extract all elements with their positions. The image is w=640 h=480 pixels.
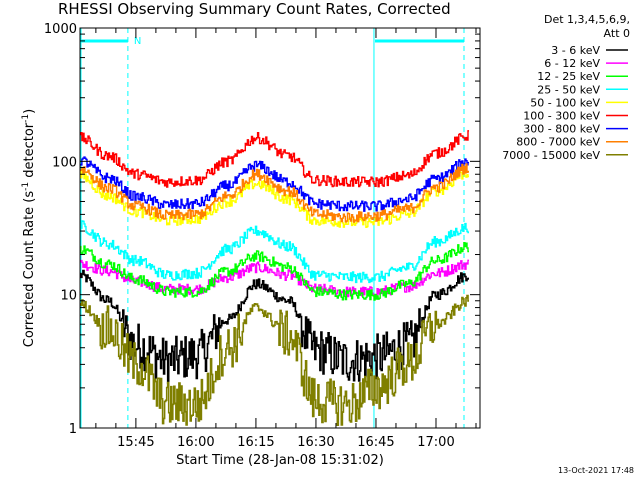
y-axis-label-part: -1 <box>21 182 31 191</box>
x-tick-label: 16:15 <box>237 435 274 450</box>
series-line-1 <box>80 259 469 298</box>
legend-label: 7000 - 15000 keV <box>502 149 600 162</box>
legend-label: 100 - 300 keV <box>523 110 600 123</box>
y-axis-label-part: Corrected Count Rate (s <box>22 191 37 348</box>
x-axis-label: Start Time (28-Jan-08 15:31:02) <box>176 453 384 468</box>
timestamp: 13-Oct-2021 17:48 <box>558 466 634 475</box>
x-tick-label: 16:30 <box>297 435 334 450</box>
legend-label: 25 - 50 keV <box>537 83 600 96</box>
series-line-3 <box>80 220 469 284</box>
y-axis-label-part: ) <box>22 109 37 114</box>
series-line-6 <box>80 156 469 212</box>
legend-label: 12 - 25 keV <box>537 70 600 83</box>
y-axis-label-part: detector <box>22 122 37 182</box>
y-tick-label: 1 <box>69 422 77 437</box>
y-tick-label: 100 <box>52 155 77 170</box>
y-axis-label-part: -1 <box>21 114 31 123</box>
series-line-2 <box>80 241 469 301</box>
plot-frame <box>79 27 481 429</box>
night-label: N <box>134 36 141 47</box>
x-tick-label: 16:00 <box>177 435 214 450</box>
series-line-8 <box>80 294 469 427</box>
x-tick-label: 17:00 <box>417 435 454 450</box>
series-line-5 <box>80 130 469 188</box>
y-axis-label: Corrected Count Rate (s-1 detector-1) <box>21 109 37 347</box>
detector-info-line-2: Att 0 <box>603 27 630 40</box>
detector-info-line-1: Det 1,3,4,5,6,9, <box>543 13 630 26</box>
chart-title: RHESSI Observing Summary Count Rates, Co… <box>58 0 451 18</box>
x-tick-label: 15:45 <box>117 435 154 450</box>
legend-label: 3 - 6 keV <box>551 44 600 57</box>
y-tick-label: 10 <box>60 289 77 304</box>
legend-label: 6 - 12 keV <box>544 57 600 70</box>
legend-label: 50 - 100 keV <box>530 96 600 109</box>
series-line-0 <box>80 269 469 385</box>
x-tick-label: 16:45 <box>357 435 394 450</box>
legend-label: 800 - 7000 keV <box>516 136 600 149</box>
y-tick-label: 1000 <box>44 22 77 37</box>
legend-label: 300 - 800 keV <box>523 123 600 136</box>
series-line-7 <box>80 163 469 223</box>
